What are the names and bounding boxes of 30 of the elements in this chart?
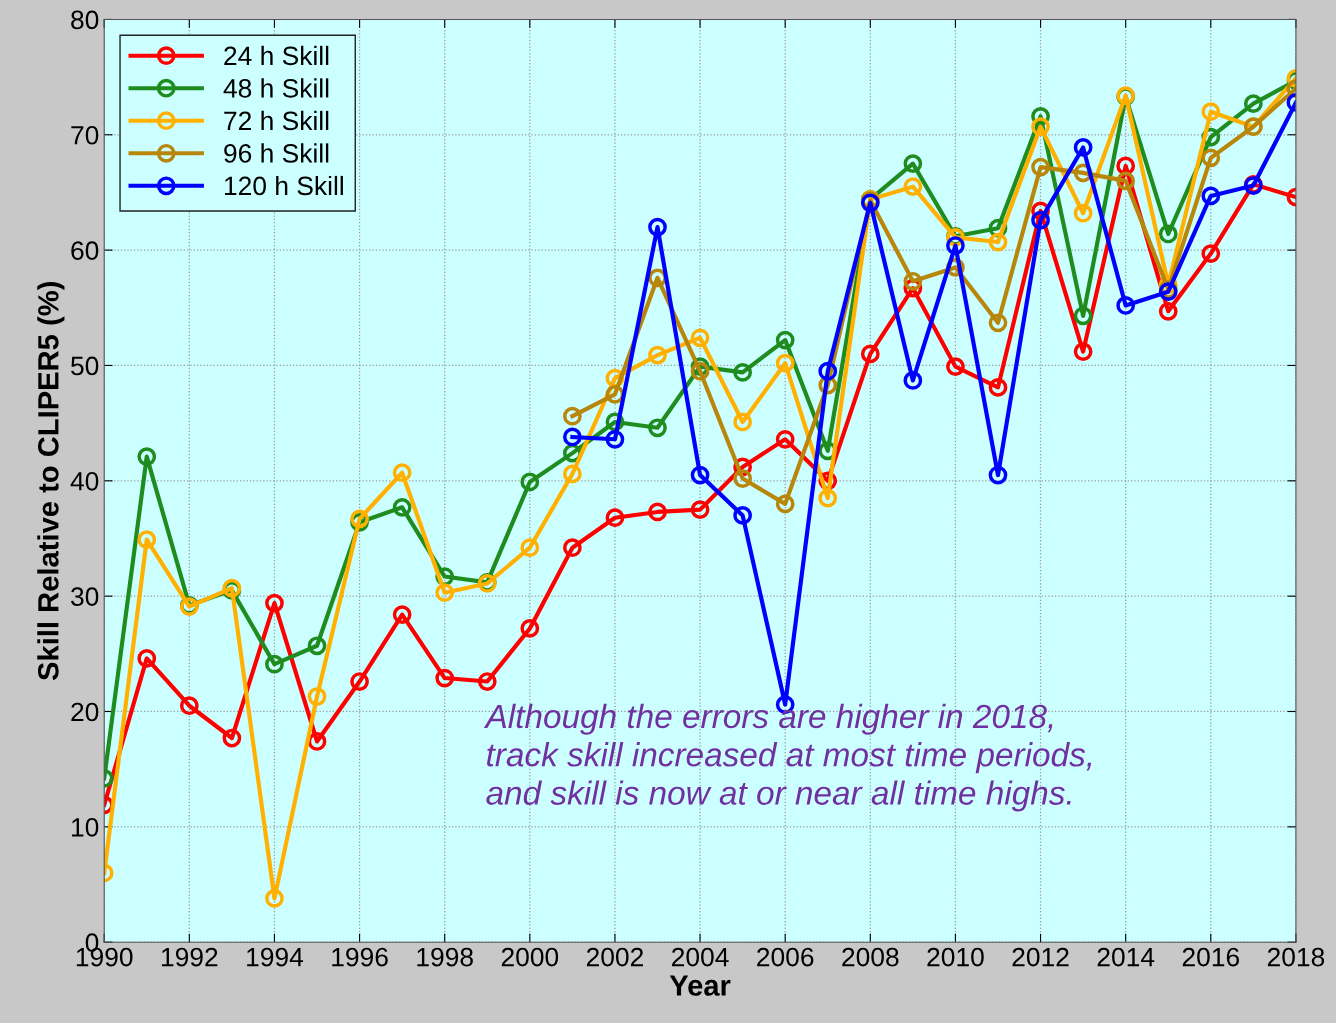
legend-label: 48 h Skill [223, 78, 329, 98]
x-tick-label: 2004 [672, 947, 729, 967]
x-tick-label: 1992 [161, 947, 218, 967]
x-tick-label: 2006 [757, 947, 814, 967]
y-tick-label: 70 [71, 125, 99, 145]
legend-label: 72 h Skill [224, 110, 329, 131]
x-tick-label: 2002 [586, 947, 643, 967]
x-tick-label: 1994 [247, 947, 304, 967]
y-tick-label: 60 [71, 241, 99, 260]
y-tick-label: 10 [72, 817, 99, 837]
y-axis-title: Skill Relative to CLIPER5 (%) [37, 282, 65, 681]
x-tick-label: 2008 [842, 947, 899, 967]
x-tick-label: 2000 [501, 947, 559, 967]
x-tick-label: 1998 [417, 947, 473, 967]
x-tick-label: 1996 [332, 947, 388, 967]
y-tick-label: 80 [71, 10, 99, 30]
y-tick-label: 20 [71, 702, 99, 722]
y-tick-label: 40 [70, 471, 99, 491]
x-tick-label: 2018 [1267, 947, 1325, 967]
legend-label: 24 h Skill [224, 45, 329, 66]
x-tick-label: 2010 [927, 947, 984, 967]
annotation: Although the errors are higher in 2018, track skill increased at most time periods, and skill is now at or near all time highs. [483, 703, 1092, 812]
y-tick-label: 30 [71, 587, 99, 606]
legend-label: 120 h Skill [224, 175, 343, 196]
x-axis-title: Year [669, 975, 731, 996]
x-tick-label: 2012 [1012, 947, 1069, 967]
x-tick-label: 2014 [1097, 947, 1155, 967]
y-tick-label: 50 [71, 356, 99, 376]
legend-label: 96 h Skill [224, 143, 329, 163]
x-tick-label: 2016 [1182, 947, 1239, 967]
